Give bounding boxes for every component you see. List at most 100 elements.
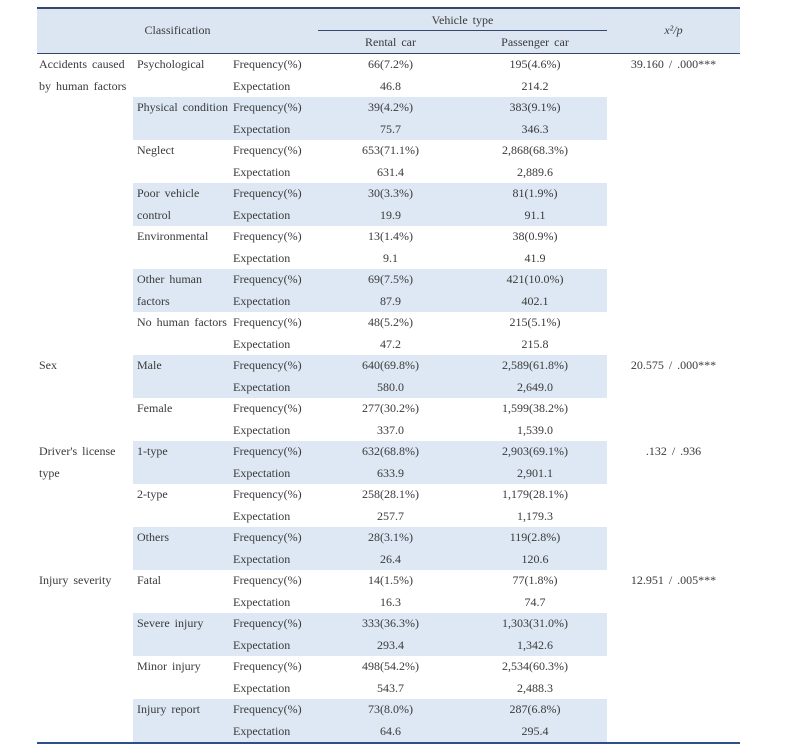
value-passenger-frequency: 81(1.9%) xyxy=(512,186,558,200)
classification-label: Other human factors xyxy=(137,272,202,308)
measure-label-frequency: Frequency(%) xyxy=(233,358,302,372)
classification-row-pair: Female Frequency(%) Expectation 277(30.2… xyxy=(133,398,607,441)
classification-row-pair: Environmental Frequency(%) Expectation 1… xyxy=(133,226,607,269)
value-passenger-frequency: 383(9.1%) xyxy=(509,100,561,114)
value-passenger-expectation: 1,342.6 xyxy=(517,637,553,652)
classification-label: Environmental xyxy=(137,229,209,243)
value-rental-frequency: 498(54.2%) xyxy=(362,659,419,673)
classification-label: Others xyxy=(137,530,169,544)
value-rental-frequency: 14(1.5%) xyxy=(368,573,413,587)
measure-label-expectation: Expectation xyxy=(233,637,291,652)
classification-label: Female xyxy=(137,401,173,415)
classification-label: Fatal xyxy=(137,573,161,587)
header-chi-square-p: x²/p xyxy=(664,23,683,38)
measure-label-frequency: Frequency(%) xyxy=(233,272,302,286)
measure-label-frequency: Frequency(%) xyxy=(233,100,302,114)
measure-label-expectation: Expectation xyxy=(233,422,291,437)
measure-label-frequency: Frequency(%) xyxy=(233,573,302,587)
header-passenger-car: Passenger car xyxy=(501,35,569,49)
group-label: Accidents caused by human factors xyxy=(39,57,127,93)
classification-row-pair: Others Frequency(%) Expectation 28(3.1%)… xyxy=(133,527,607,570)
value-passenger-expectation: 1,179.3 xyxy=(517,508,553,523)
measure-label-frequency: Frequency(%) xyxy=(233,530,302,544)
group-label: Sex xyxy=(39,358,57,372)
value-rental-frequency: 73(8.0%) xyxy=(368,702,413,716)
measure-label-frequency: Frequency(%) xyxy=(233,57,302,71)
group-rows: Psychological Frequency(%) Expectation 6… xyxy=(133,54,607,355)
value-passenger-frequency: 287(6.8%) xyxy=(509,702,561,716)
value-rental-frequency: 30(3.3%) xyxy=(368,186,413,200)
value-passenger-frequency: 2,903(69.1%) xyxy=(502,444,568,458)
value-rental-expectation: 633.9 xyxy=(377,465,404,480)
value-passenger-frequency: 215(5.1%) xyxy=(509,315,561,329)
classification-row-pair: Minor injury Frequency(%) Expectation 49… xyxy=(133,656,607,699)
value-rental-expectation: 9.1 xyxy=(383,250,398,265)
table-group: Injury severity Fatal Frequency(%) Expec… xyxy=(37,570,740,742)
value-passenger-expectation: 74.7 xyxy=(524,594,546,609)
measure-label-expectation: Expectation xyxy=(233,379,291,394)
value-rental-frequency: 48(5.2%) xyxy=(368,315,413,329)
measure-label-expectation: Expectation xyxy=(233,121,291,136)
classification-row-pair: Poor vehicle control Frequency(%) Expect… xyxy=(133,183,607,226)
group-rows: Male Frequency(%) Expectation 640(69.8%)… xyxy=(133,355,607,441)
chi-p-value: 39.160 / .000*** xyxy=(630,57,717,71)
group-label: Injury severity xyxy=(39,573,112,587)
value-rental-expectation: 631.4 xyxy=(377,164,404,179)
classification-label: Minor injury xyxy=(137,659,201,673)
measure-label-expectation: Expectation xyxy=(233,293,291,308)
classification-row-pair: Severe injury Frequency(%) Expectation 3… xyxy=(133,613,607,656)
header-rental-car: Rental car xyxy=(365,35,416,49)
measure-label-frequency: Frequency(%) xyxy=(233,659,302,673)
value-passenger-expectation: 2,901.1 xyxy=(517,465,553,480)
measure-label-expectation: Expectation xyxy=(233,164,291,179)
value-passenger-expectation: 214.2 xyxy=(521,78,549,93)
value-passenger-expectation: 402.1 xyxy=(521,293,549,308)
value-passenger-expectation: 41.9 xyxy=(524,250,546,265)
value-rental-expectation: 337.0 xyxy=(377,422,404,437)
classification-label: Injury report xyxy=(137,702,200,716)
measure-label-expectation: Expectation xyxy=(233,680,291,695)
value-rental-frequency: 69(7.5%) xyxy=(368,272,413,286)
classification-label: Physical condition xyxy=(137,100,228,114)
chi-p-value: 20.575 / .000*** xyxy=(630,358,717,372)
value-passenger-expectation: 295.4 xyxy=(521,723,549,738)
group-rows: Fatal Frequency(%) Expectation 14(1.5%) … xyxy=(133,570,607,742)
value-passenger-frequency: 2,868(68.3%) xyxy=(502,143,568,157)
value-rental-expectation: 580.0 xyxy=(377,379,404,394)
measure-label-frequency: Frequency(%) xyxy=(233,401,302,415)
classification-row-pair: Fatal Frequency(%) Expectation 14(1.5%) … xyxy=(133,570,607,613)
classification-label: Neglect xyxy=(137,143,175,157)
measure-label-frequency: Frequency(%) xyxy=(233,444,302,458)
value-rental-expectation: 46.8 xyxy=(380,78,401,93)
value-passenger-expectation: 120.6 xyxy=(521,551,549,566)
value-passenger-frequency: 1,599(38.2%) xyxy=(502,401,568,415)
value-rental-frequency: 632(68.8%) xyxy=(362,444,419,458)
measure-label-frequency: Frequency(%) xyxy=(233,143,302,157)
classification-row-pair: Physical condition Frequency(%) Expectat… xyxy=(133,97,607,140)
measure-label-expectation: Expectation xyxy=(233,551,291,566)
measure-label-expectation: Expectation xyxy=(233,78,291,93)
classification-label: Psychological xyxy=(137,57,205,71)
table-group: Accidents caused by human factors Psycho… xyxy=(37,54,740,355)
value-passenger-frequency: 38(0.9%) xyxy=(512,229,558,243)
classification-row-pair: Injury report Frequency(%) Expectation 7… xyxy=(133,699,607,742)
value-rental-frequency: 640(69.8%) xyxy=(362,358,419,372)
value-rental-expectation: 19.9 xyxy=(380,207,401,222)
value-rental-frequency: 258(28.1%) xyxy=(362,487,419,501)
measure-label-frequency: Frequency(%) xyxy=(233,315,302,329)
classification-row-pair: 2-type Frequency(%) Expectation 258(28.1… xyxy=(133,484,607,527)
header-vehicle-type: Vehicle type xyxy=(318,9,607,31)
table-header: Classification Vehicle type Rental car P… xyxy=(37,7,740,54)
statistics-table: Classification Vehicle type Rental car P… xyxy=(37,7,740,744)
value-passenger-frequency: 2,534(60.3%) xyxy=(502,659,568,673)
header-classification: Classification xyxy=(144,23,211,38)
value-passenger-frequency: 77(1.8%) xyxy=(512,573,558,587)
value-rental-frequency: 39(4.2%) xyxy=(368,100,413,114)
value-passenger-expectation: 2,889.6 xyxy=(517,164,553,179)
value-passenger-frequency: 2,589(61.8%) xyxy=(502,358,568,372)
measure-label-expectation: Expectation xyxy=(233,336,291,351)
classification-row-pair: Neglect Frequency(%) Expectation 653(71.… xyxy=(133,140,607,183)
table-group: Sex Male Frequency(%) Expectation 640(69… xyxy=(37,355,740,441)
chi-p-value: 12.951 / .005*** xyxy=(630,573,717,587)
measure-label-frequency: Frequency(%) xyxy=(233,616,302,630)
